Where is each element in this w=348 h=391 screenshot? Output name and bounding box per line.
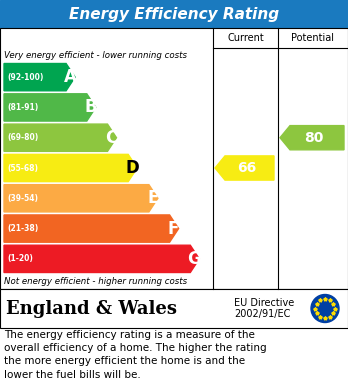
Text: B: B [85,99,97,117]
Bar [0,28,348,289]
Text: Not energy efficient - higher running costs: Not energy efficient - higher running co… [4,276,187,285]
Text: (39-54): (39-54) [7,194,38,203]
Text: A: A [64,68,77,86]
Polygon shape [4,154,137,182]
Text: Potential: Potential [292,33,334,43]
Text: (69-80): (69-80) [7,133,38,142]
Text: (1-20): (1-20) [7,255,33,264]
Text: (92-100): (92-100) [7,73,44,82]
Text: (81-91): (81-91) [7,103,38,112]
Polygon shape [4,245,199,273]
Text: EU Directive
2002/91/EC: EU Directive 2002/91/EC [234,298,294,319]
Text: D: D [125,159,139,177]
Polygon shape [4,94,96,121]
Polygon shape [4,215,179,242]
Text: Very energy efficient - lower running costs: Very energy efficient - lower running co… [4,50,187,59]
Bar [0,289,348,328]
Polygon shape [4,124,117,151]
Text: Energy Efficiency Rating: Energy Efficiency Rating [69,7,279,22]
Polygon shape [4,63,75,91]
Text: C: C [105,129,118,147]
Text: F: F [168,220,179,238]
Text: (55-68): (55-68) [7,163,38,172]
Polygon shape [4,185,158,212]
Text: The energy efficiency rating is a measure of the
overall efficiency of a home. T: The energy efficiency rating is a measur… [4,330,267,380]
Text: 66: 66 [237,161,256,175]
Text: 80: 80 [304,131,324,145]
Text: (21-38): (21-38) [7,224,38,233]
Bar [0,0,348,28]
Text: Current: Current [227,33,264,43]
Text: G: G [188,250,201,268]
Circle shape [311,294,339,323]
Text: E: E [147,189,159,207]
Polygon shape [280,126,344,150]
Polygon shape [215,156,274,180]
Text: England & Wales: England & Wales [6,300,177,317]
